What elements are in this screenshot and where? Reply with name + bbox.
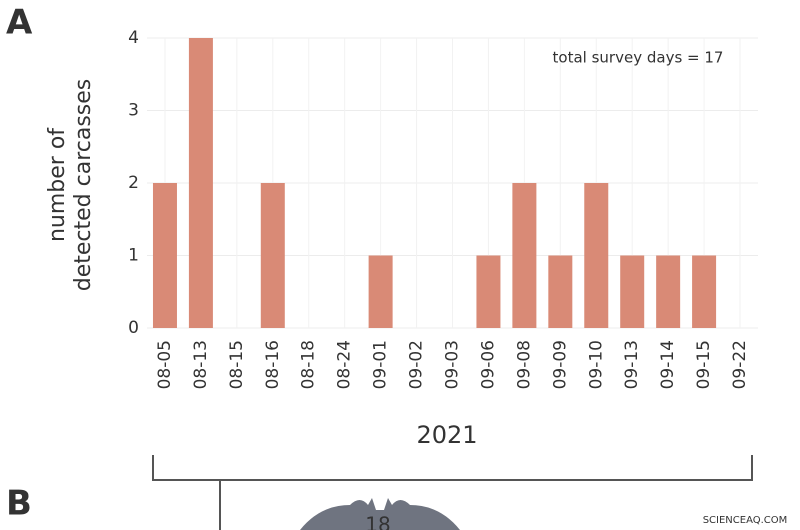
bar [368,255,393,328]
x-tick-label: 09-06 [478,340,498,389]
annotation: total survey days = 17 [553,49,724,67]
bar [656,255,681,328]
bat-icon [300,498,460,530]
bar [512,183,537,328]
x-tick-label: 08-16 [263,340,283,389]
x-tick-label: 09-14 [658,340,678,389]
icon-number: 18 [365,513,390,530]
x-tick-label: 09-22 [730,340,750,389]
x-tick-label: 09-08 [514,340,534,389]
y-tick-label: 1 [128,246,139,266]
bar [548,255,573,328]
y-tick-label: 3 [128,101,139,121]
x-tick-label: 09-10 [586,340,606,389]
x-tick-label: 09-15 [694,340,714,389]
x-axis-title: 2021 [416,421,477,449]
x-tick-label: 08-15 [227,340,247,389]
bar [476,255,501,328]
y-label-line: number of [45,127,70,242]
watermark: SCIENCEAQ.COM [703,515,788,526]
panel-label: B [6,484,32,524]
x-tick-label: 08-24 [335,340,355,389]
y-tick-label: 0 [128,318,139,338]
y-label-line: detected carcasses [71,79,96,292]
bar [260,183,285,328]
bar [152,183,177,328]
panel-label: A [6,3,33,43]
x-tick-label: 08-18 [299,340,319,389]
x-tick-label: 09-02 [407,340,427,389]
x-tick-label: 08-13 [191,340,211,389]
x-tick-label: 09-03 [443,340,463,389]
bar [188,38,213,328]
y-tick-label: 4 [128,28,139,48]
x-tick-label: 09-09 [550,340,570,389]
y-tick-label: 2 [128,173,139,193]
bracket [152,455,753,481]
x-tick-label: 09-13 [622,340,642,389]
bar [584,183,609,328]
y-axis-title: number of detected carcasses [45,79,96,292]
bar [692,255,717,328]
x-tick-label: 08-05 [155,340,175,389]
x-tick-label: 09-01 [371,340,391,389]
bar [620,255,645,328]
